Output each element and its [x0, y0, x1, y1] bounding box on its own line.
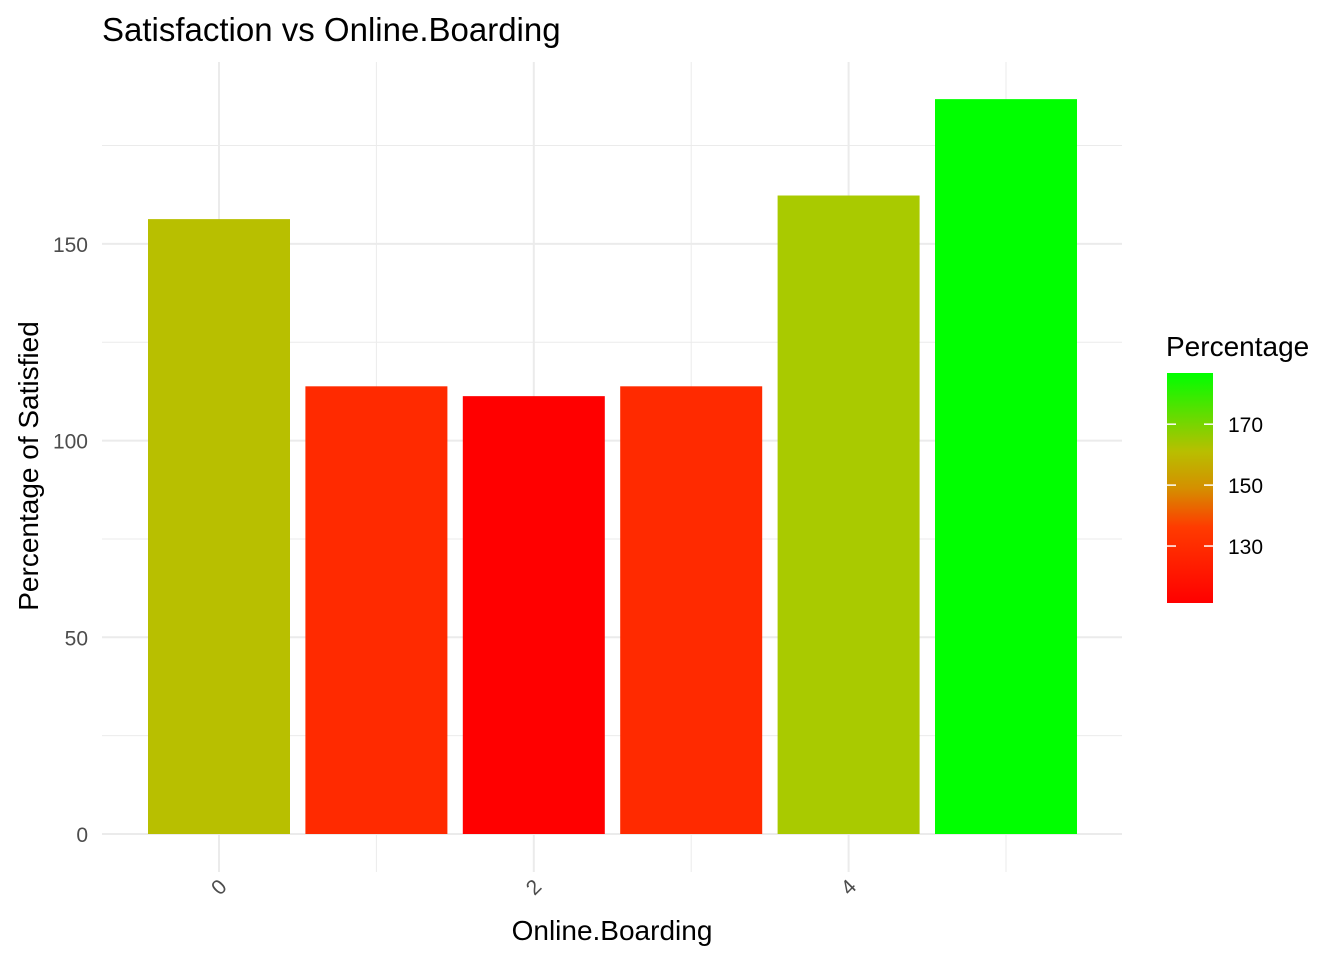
x-axis-title: Online.Boarding [512, 915, 713, 946]
legend-ticks: 130 150 170 [1167, 414, 1263, 559]
x-tick-label: 4 [837, 875, 862, 900]
y-tick-label: 150 [53, 234, 88, 257]
chart-title: Satisfaction vs Online.Boarding [102, 11, 561, 48]
x-tick-label: 2 [522, 875, 547, 900]
legend-tick-label: 170 [1228, 414, 1263, 437]
legend-title: Percentage [1166, 331, 1309, 362]
bar-2 [462, 396, 605, 834]
bar-4 [777, 195, 920, 835]
x-axis-ticks: 0 2 4 [207, 875, 861, 900]
y-tick-label: 50 [65, 627, 88, 650]
bars [148, 99, 1077, 835]
y-axis-ticks: 0 50 100 150 [53, 234, 88, 847]
y-tick-label: 100 [53, 431, 88, 454]
legend-colorbar [1167, 373, 1213, 603]
legend: Percentage 130 150 170 [1166, 331, 1309, 603]
legend-tick-label: 150 [1228, 475, 1263, 498]
y-axis-title: Percentage of Satisfied [13, 321, 44, 611]
bar-1 [305, 386, 448, 834]
x-tick-label: 0 [207, 875, 232, 900]
bar-3 [620, 386, 763, 834]
bar-5 [935, 99, 1077, 835]
y-tick-label: 0 [76, 824, 88, 847]
legend-tick-label: 130 [1228, 536, 1263, 559]
bar-0 [148, 219, 290, 835]
